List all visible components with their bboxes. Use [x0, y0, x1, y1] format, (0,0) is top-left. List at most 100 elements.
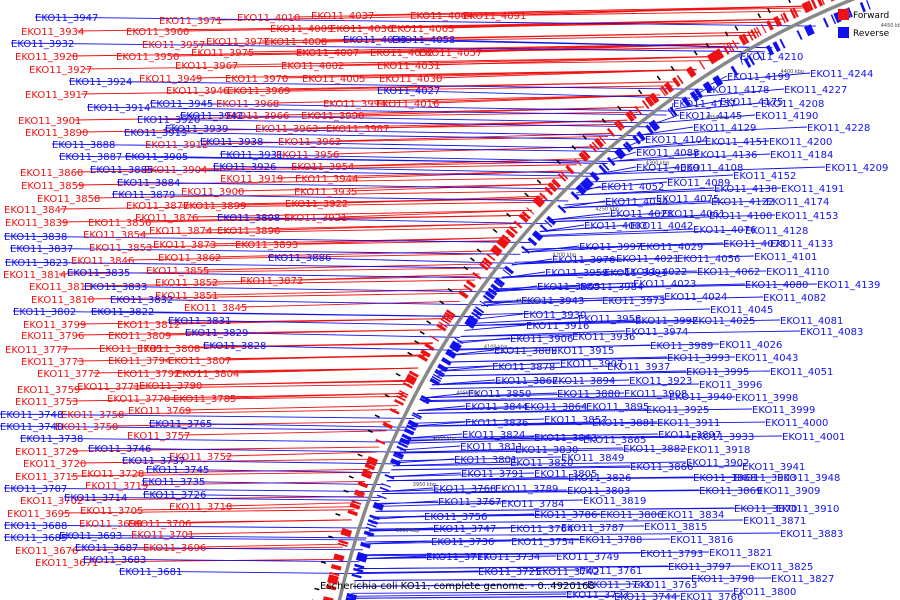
gene-block — [354, 489, 366, 496]
reverse-gene-label: EKO11_3811 — [460, 442, 523, 453]
reverse-gene-label: EKO11_3870 — [734, 504, 797, 515]
reverse-gene-label: EKO11_3998 — [735, 393, 798, 404]
gene-block — [689, 91, 698, 102]
reverse-gene-label: EKO11_4209 — [825, 163, 888, 174]
reverse-gene-label: EKO11_3857 — [544, 415, 607, 426]
reverse-gene-label: EKO11_3734 — [477, 552, 540, 563]
reverse-gene-label: EKO11_4184 — [770, 150, 833, 161]
connector-line — [118, 570, 357, 575]
reverse-gene-label: EKO11_3885 — [90, 165, 153, 176]
gene-block — [355, 556, 367, 563]
gene-block — [728, 42, 735, 52]
reverse-gene-label: EKO11_3740 — [0, 422, 63, 433]
gene-block — [349, 502, 361, 509]
reverse-gene-label: EKO11_3828 — [203, 341, 266, 352]
outer-mark — [492, 228, 498, 233]
reverse-gene-label: EKO11_3714 — [64, 493, 127, 504]
gene-block — [606, 127, 616, 138]
reverse-gene-label: EKO11_3829 — [185, 328, 248, 339]
gene-block — [431, 375, 442, 382]
connector-line — [350, 595, 681, 599]
gene-block — [450, 342, 461, 351]
connector-line — [444, 356, 736, 363]
outer-mark — [556, 159, 561, 165]
outer-mark — [426, 320, 432, 325]
connector-line — [524, 242, 771, 250]
reverse-gene-label: EKO11_3989 — [650, 341, 713, 352]
connector-line — [392, 461, 687, 467]
reverse-gene-label: EKO11_3836 — [465, 418, 528, 429]
gene-block — [659, 87, 666, 97]
reverse-gene-label: EKO11_4069 — [636, 163, 699, 174]
forward-gene-label: EKO11_3720 — [23, 459, 86, 470]
gene-block — [817, 0, 824, 7]
connector-line — [82, 558, 360, 563]
gene-block — [443, 313, 453, 321]
connector-line — [267, 256, 514, 264]
gene-block — [705, 81, 714, 92]
forward-gene-label: EKO11_3856 — [88, 218, 151, 229]
forward-gene-label: EKO11_3772 — [37, 369, 100, 380]
forward-gene-label: EKO11_4036 — [330, 24, 393, 35]
reverse-gene-label: EKO11_4078 — [723, 239, 786, 250]
reverse-gene-label: EKO11_3932 — [11, 39, 74, 50]
gene-block — [577, 184, 587, 194]
forward-gene-label: EKO11_3957 — [142, 40, 205, 51]
connector-line — [141, 480, 386, 486]
outer-mark — [367, 429, 373, 433]
connector-line — [63, 496, 380, 501]
connector-line — [511, 258, 553, 266]
forward-gene-label: EKO11_3927 — [29, 65, 92, 76]
reverse-gene-label: EKO11_3867 — [495, 376, 558, 387]
reverse-gene-label: EKO11_3746 — [88, 444, 151, 455]
reverse-gene-label: EKO11_3681 — [119, 567, 182, 578]
forward-gene-label: EKO11_3876 — [135, 213, 198, 224]
gene-block — [345, 596, 357, 600]
forward-gene-label: EKO11_3757 — [127, 431, 190, 442]
gene-block — [454, 337, 464, 345]
reverse-gene-label: EKO11_3747 — [433, 524, 496, 535]
gene-block — [625, 111, 635, 123]
connector-line — [331, 146, 597, 155]
gene-block — [325, 584, 337, 591]
reverse-gene-label: EKO11_4022 — [624, 267, 687, 278]
connector-line — [518, 5, 812, 16]
gene-block — [486, 253, 496, 262]
gene-block — [360, 471, 372, 480]
gene-block — [681, 98, 689, 108]
forward-gene-label: EKO11_3977 — [206, 37, 269, 48]
reverse-gene-label: EKO11_4056 — [677, 254, 740, 265]
gene-block — [408, 370, 419, 378]
connector-line — [72, 383, 410, 390]
connector-line — [656, 114, 756, 124]
gene-block — [731, 39, 739, 50]
connector-line — [271, 94, 661, 104]
connector-line — [149, 102, 673, 112]
gene-block — [353, 567, 364, 573]
reverse-gene-label: EKO11_3748 — [0, 410, 63, 421]
connector-line — [116, 409, 397, 415]
reverse-gene-label: EKO11_4042 — [630, 221, 693, 232]
gene-block — [557, 173, 567, 182]
connector-line — [452, 343, 720, 350]
outer-mark — [734, 25, 739, 31]
gene-block — [551, 180, 560, 189]
connector-line — [190, 209, 533, 218]
gene-block — [393, 399, 404, 406]
gene-block — [533, 230, 544, 240]
outer-mark — [724, 31, 729, 37]
connector-line — [468, 317, 579, 324]
connector-line — [86, 106, 667, 116]
forward-gene-label: EKO11_3987 — [326, 124, 389, 135]
gene-block — [441, 315, 452, 323]
reverse-gene-label: EKO11_4024 — [664, 292, 727, 303]
kbp-tick-label: 3950 kbp — [413, 482, 437, 488]
gene-block — [598, 164, 608, 174]
connector-line — [123, 131, 636, 141]
gene-block — [363, 530, 375, 537]
forward-gene-label: EKO11_4091 — [463, 11, 526, 22]
reverse-gene-label: EKO11_3973 — [602, 296, 665, 307]
gene-block — [660, 85, 669, 96]
forward-gene-label: EKO11_3752 — [169, 452, 232, 463]
gene-block — [449, 344, 460, 353]
